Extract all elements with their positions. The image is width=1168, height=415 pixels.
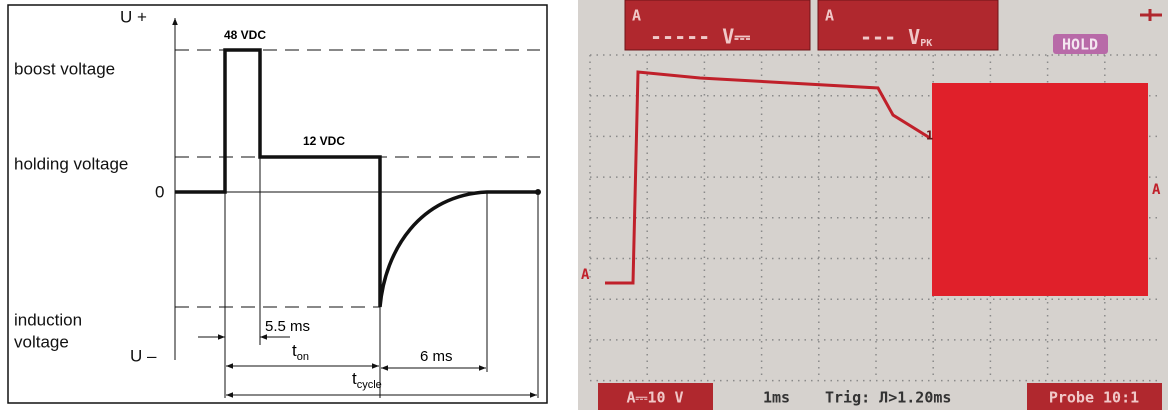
marker: 1 bbox=[926, 129, 933, 143]
probe: Probe 10:1 bbox=[1049, 389, 1139, 407]
holding-voltage-label: holding voltage bbox=[14, 154, 128, 173]
range: A⎓10 V bbox=[626, 389, 683, 407]
u-plus: U + bbox=[120, 7, 147, 26]
reading: ----- V⎓ bbox=[650, 25, 750, 49]
boost-time: 5.5 ms bbox=[265, 318, 310, 335]
channel-label: A bbox=[632, 7, 641, 25]
induction-voltage-label: induction bbox=[14, 310, 82, 329]
marker: A bbox=[1152, 182, 1161, 198]
u-minus: U – bbox=[130, 346, 157, 365]
subscript: on bbox=[297, 351, 309, 363]
timebase: 1ms bbox=[763, 389, 790, 407]
boost-voltage-label: boost voltage bbox=[14, 59, 115, 78]
channel-label: A bbox=[825, 7, 834, 25]
timing-diagram: U + U – boost voltage holding voltage 0 … bbox=[8, 5, 547, 403]
holding-value: 12 VDC bbox=[303, 134, 345, 148]
signal-burst bbox=[932, 83, 1148, 296]
oscilloscope-screen: A ----- V⎓ A --- VPK HOLD A A 1 A⎓10 V 1… bbox=[578, 0, 1168, 410]
end-dot bbox=[535, 189, 541, 195]
subscript: cycle bbox=[357, 379, 382, 391]
reading-sub: PK bbox=[920, 38, 932, 49]
zero-label: 0 bbox=[155, 182, 164, 201]
marker: A bbox=[581, 267, 590, 283]
decay-time: 6 ms bbox=[420, 348, 453, 365]
reading-main: --- V bbox=[860, 25, 920, 49]
hold-label: HOLD bbox=[1062, 36, 1098, 54]
induction-voltage-label: voltage bbox=[14, 332, 69, 351]
boost-value: 48 VDC bbox=[224, 28, 266, 42]
page: U + U – boost voltage holding voltage 0 … bbox=[0, 0, 1168, 410]
trigger: Trig: Л>1.20ms bbox=[825, 389, 951, 407]
